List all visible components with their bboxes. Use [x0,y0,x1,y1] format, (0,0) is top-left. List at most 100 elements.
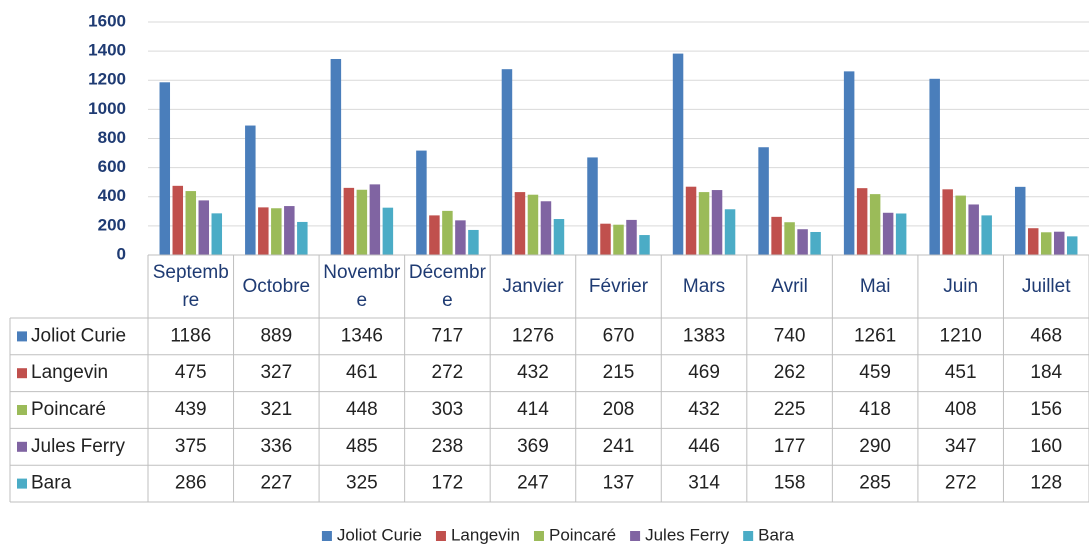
bar [527,194,539,255]
bar [784,222,795,255]
bar [1040,232,1052,255]
table-value: 321 [260,399,292,420]
table-value: 325 [346,473,378,494]
table-value: 475 [175,362,207,383]
bar [685,186,697,255]
table-value: 208 [603,399,635,420]
table-value: 408 [945,399,977,420]
table-value: 414 [517,399,549,420]
table-value: 418 [859,399,891,420]
legend-label: Bara [758,525,794,544]
bar [172,185,184,255]
table-value: 137 [603,473,635,494]
table-value: 461 [346,362,378,383]
bar [429,215,440,255]
row-label: Jules Ferry [31,436,125,457]
bar [672,53,684,256]
table-value: 227 [260,473,292,494]
table-value: 286 [175,473,207,494]
category-cell: Décembre [409,262,486,311]
legend-key [743,531,754,541]
legend: Joliot Curie Langevin Poincaré Jules Ferry B… [321,525,795,544]
x-tick-label: Février [588,275,649,297]
bar [758,147,769,255]
bar [159,82,171,255]
category-cell: Février [588,275,649,297]
bar [1027,228,1039,255]
legend-label: Joliot Curie [337,525,422,544]
category-cell: Juillet [1021,275,1071,297]
bar [587,157,598,255]
y-tick-label: 200 [98,215,126,234]
x-tick-label: Juillet [1021,275,1071,297]
x-tick-label: Novembre [323,261,401,311]
category-cell: Janvier [502,276,563,297]
y-tick-label: 600 [98,157,126,176]
legend-key [17,331,27,342]
table-value: 172 [432,473,464,494]
table-value: 156 [1030,399,1062,420]
category-cell: Mars [682,275,726,297]
bar [882,212,894,255]
bar [626,219,637,255]
bar [698,192,710,255]
x-tick-label: Avril [771,275,808,297]
table-value: 285 [859,473,891,494]
table-value: 1383 [683,325,725,346]
table-value: 290 [859,436,891,457]
table-value: 184 [1030,362,1062,383]
table-value: 160 [1030,436,1062,457]
x-tick-label: Mars [682,275,726,297]
table-value: 241 [603,436,635,457]
bar [330,58,342,255]
table-value: 262 [774,362,806,383]
category-cell: Mai [859,275,891,297]
bar [1053,231,1065,255]
bar [613,224,624,255]
x-tick-label: Mai [859,275,891,297]
category-cell: Novembre [323,261,401,311]
table-value: 439 [175,399,207,420]
legend-label: Langevin [451,525,520,544]
table-value: 314 [688,473,720,494]
bar [211,213,223,255]
table-value: 177 [774,436,806,457]
bar [724,209,736,255]
row-label: Joliot Curie [31,325,126,346]
bar [540,201,552,255]
legend-key [630,531,641,541]
category-cell: Octobre [243,276,311,297]
table-value: 128 [1030,473,1062,494]
bar [343,187,355,255]
table-value: 336 [260,436,292,457]
table-value: 375 [175,436,207,457]
bar [600,223,611,255]
y-tick-label: 400 [98,186,126,205]
row-label: Bara [31,473,72,494]
category-cell: Avril [771,275,808,297]
x-tick-label: Juin [943,275,979,297]
table-value: 303 [432,399,464,420]
bar [356,189,368,255]
table-value: 717 [432,325,464,346]
bar [369,184,381,255]
legend-key [533,531,544,541]
table-value: 670 [603,325,635,346]
bar [1066,236,1078,255]
category-cell: Juin [943,275,979,297]
y-tick-label: 1000 [88,99,126,118]
table-value: 889 [260,325,292,346]
bar [711,190,723,255]
bar [442,210,453,255]
category-cell: Septembre [153,262,229,311]
y-tick-label: 0 [117,244,126,263]
table-value: 446 [688,436,720,457]
legend-key [17,405,27,415]
bar [895,213,907,255]
bar [382,207,394,255]
legend-key [435,531,446,541]
bar [553,219,565,255]
bar [929,78,940,255]
bar [810,231,821,255]
